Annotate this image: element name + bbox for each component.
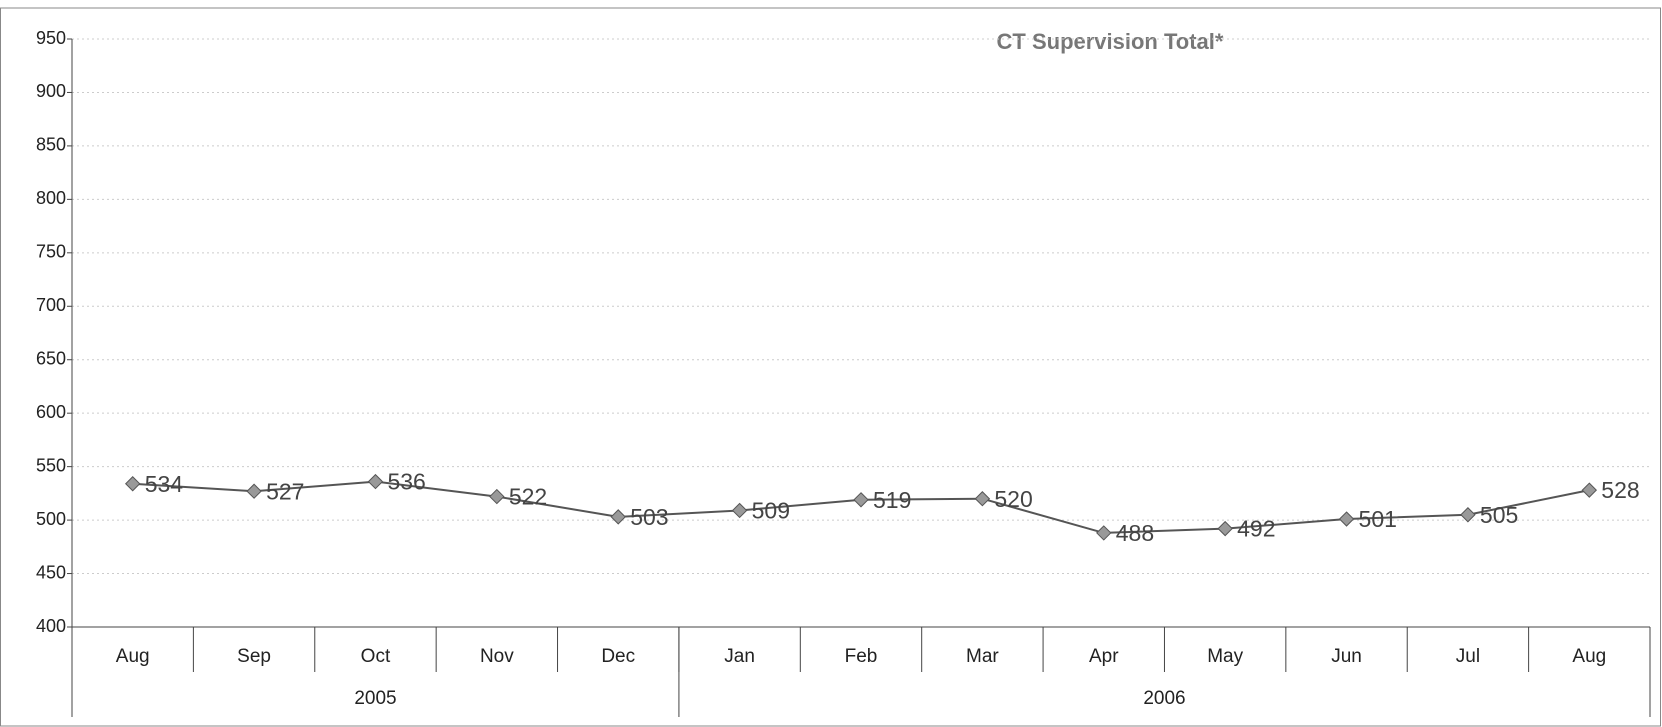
x-tick-label: Sep xyxy=(237,646,271,667)
x-tick-label: Oct xyxy=(361,646,391,667)
y-tick-label: 900 xyxy=(36,81,66,101)
data-label: 519 xyxy=(873,487,911,513)
y-tick-label: 950 xyxy=(36,28,66,48)
marker xyxy=(1581,482,1598,498)
group-label: 2006 xyxy=(1143,688,1185,709)
marker xyxy=(610,509,626,525)
frame xyxy=(0,7,1661,727)
data-label: 501 xyxy=(1359,506,1397,532)
x-tick-label: Mar xyxy=(966,646,999,667)
y-tick-label: 750 xyxy=(36,242,66,262)
y-tick-label: 600 xyxy=(36,402,66,422)
y-tick-label: 500 xyxy=(36,509,66,529)
data-label: 536 xyxy=(387,469,425,495)
marker xyxy=(246,483,262,499)
marker xyxy=(489,488,505,505)
y-tick-label: 700 xyxy=(36,295,66,315)
marker xyxy=(1096,525,1112,541)
x-tick-label: Aug xyxy=(116,646,150,667)
data-label: 527 xyxy=(266,478,304,504)
data-label: 505 xyxy=(1480,502,1518,528)
marker xyxy=(853,492,869,508)
data-label: 488 xyxy=(1116,520,1154,546)
x-tick-label: Jan xyxy=(724,646,755,667)
x-tick-label: Nov xyxy=(480,646,514,667)
data-label: 503 xyxy=(630,504,668,530)
x-tick-label: Jun xyxy=(1331,646,1362,667)
group-label: 2005 xyxy=(354,688,396,709)
x-tick-label: Dec xyxy=(601,646,635,667)
data-label: 520 xyxy=(994,486,1032,512)
x-tick-label: Apr xyxy=(1089,646,1119,667)
y-tick-label: 850 xyxy=(36,135,66,155)
data-label: 522 xyxy=(509,484,547,510)
marker xyxy=(1217,520,1233,537)
y-tick-label: 650 xyxy=(36,348,66,368)
y-tick-label: 550 xyxy=(36,455,66,475)
chart-title: CT Supervision Total* xyxy=(997,29,1224,54)
data-label: 528 xyxy=(1601,477,1639,503)
marker xyxy=(731,502,748,519)
data-label: 534 xyxy=(145,471,184,497)
x-tick-label: Aug xyxy=(1572,646,1606,667)
data-label: 509 xyxy=(752,498,790,524)
marker xyxy=(124,476,141,492)
marker xyxy=(1338,511,1355,527)
y-tick-label: 800 xyxy=(36,188,66,208)
marker xyxy=(367,473,384,490)
x-tick-label: Jul xyxy=(1456,646,1480,667)
marker xyxy=(974,491,991,507)
y-tick-label: 450 xyxy=(36,562,66,582)
x-tick-label: May xyxy=(1207,646,1243,667)
marker xyxy=(1460,507,1476,523)
x-tick-label: Feb xyxy=(845,646,878,667)
data-label: 492 xyxy=(1237,516,1275,542)
y-tick-label: 400 xyxy=(36,616,66,636)
